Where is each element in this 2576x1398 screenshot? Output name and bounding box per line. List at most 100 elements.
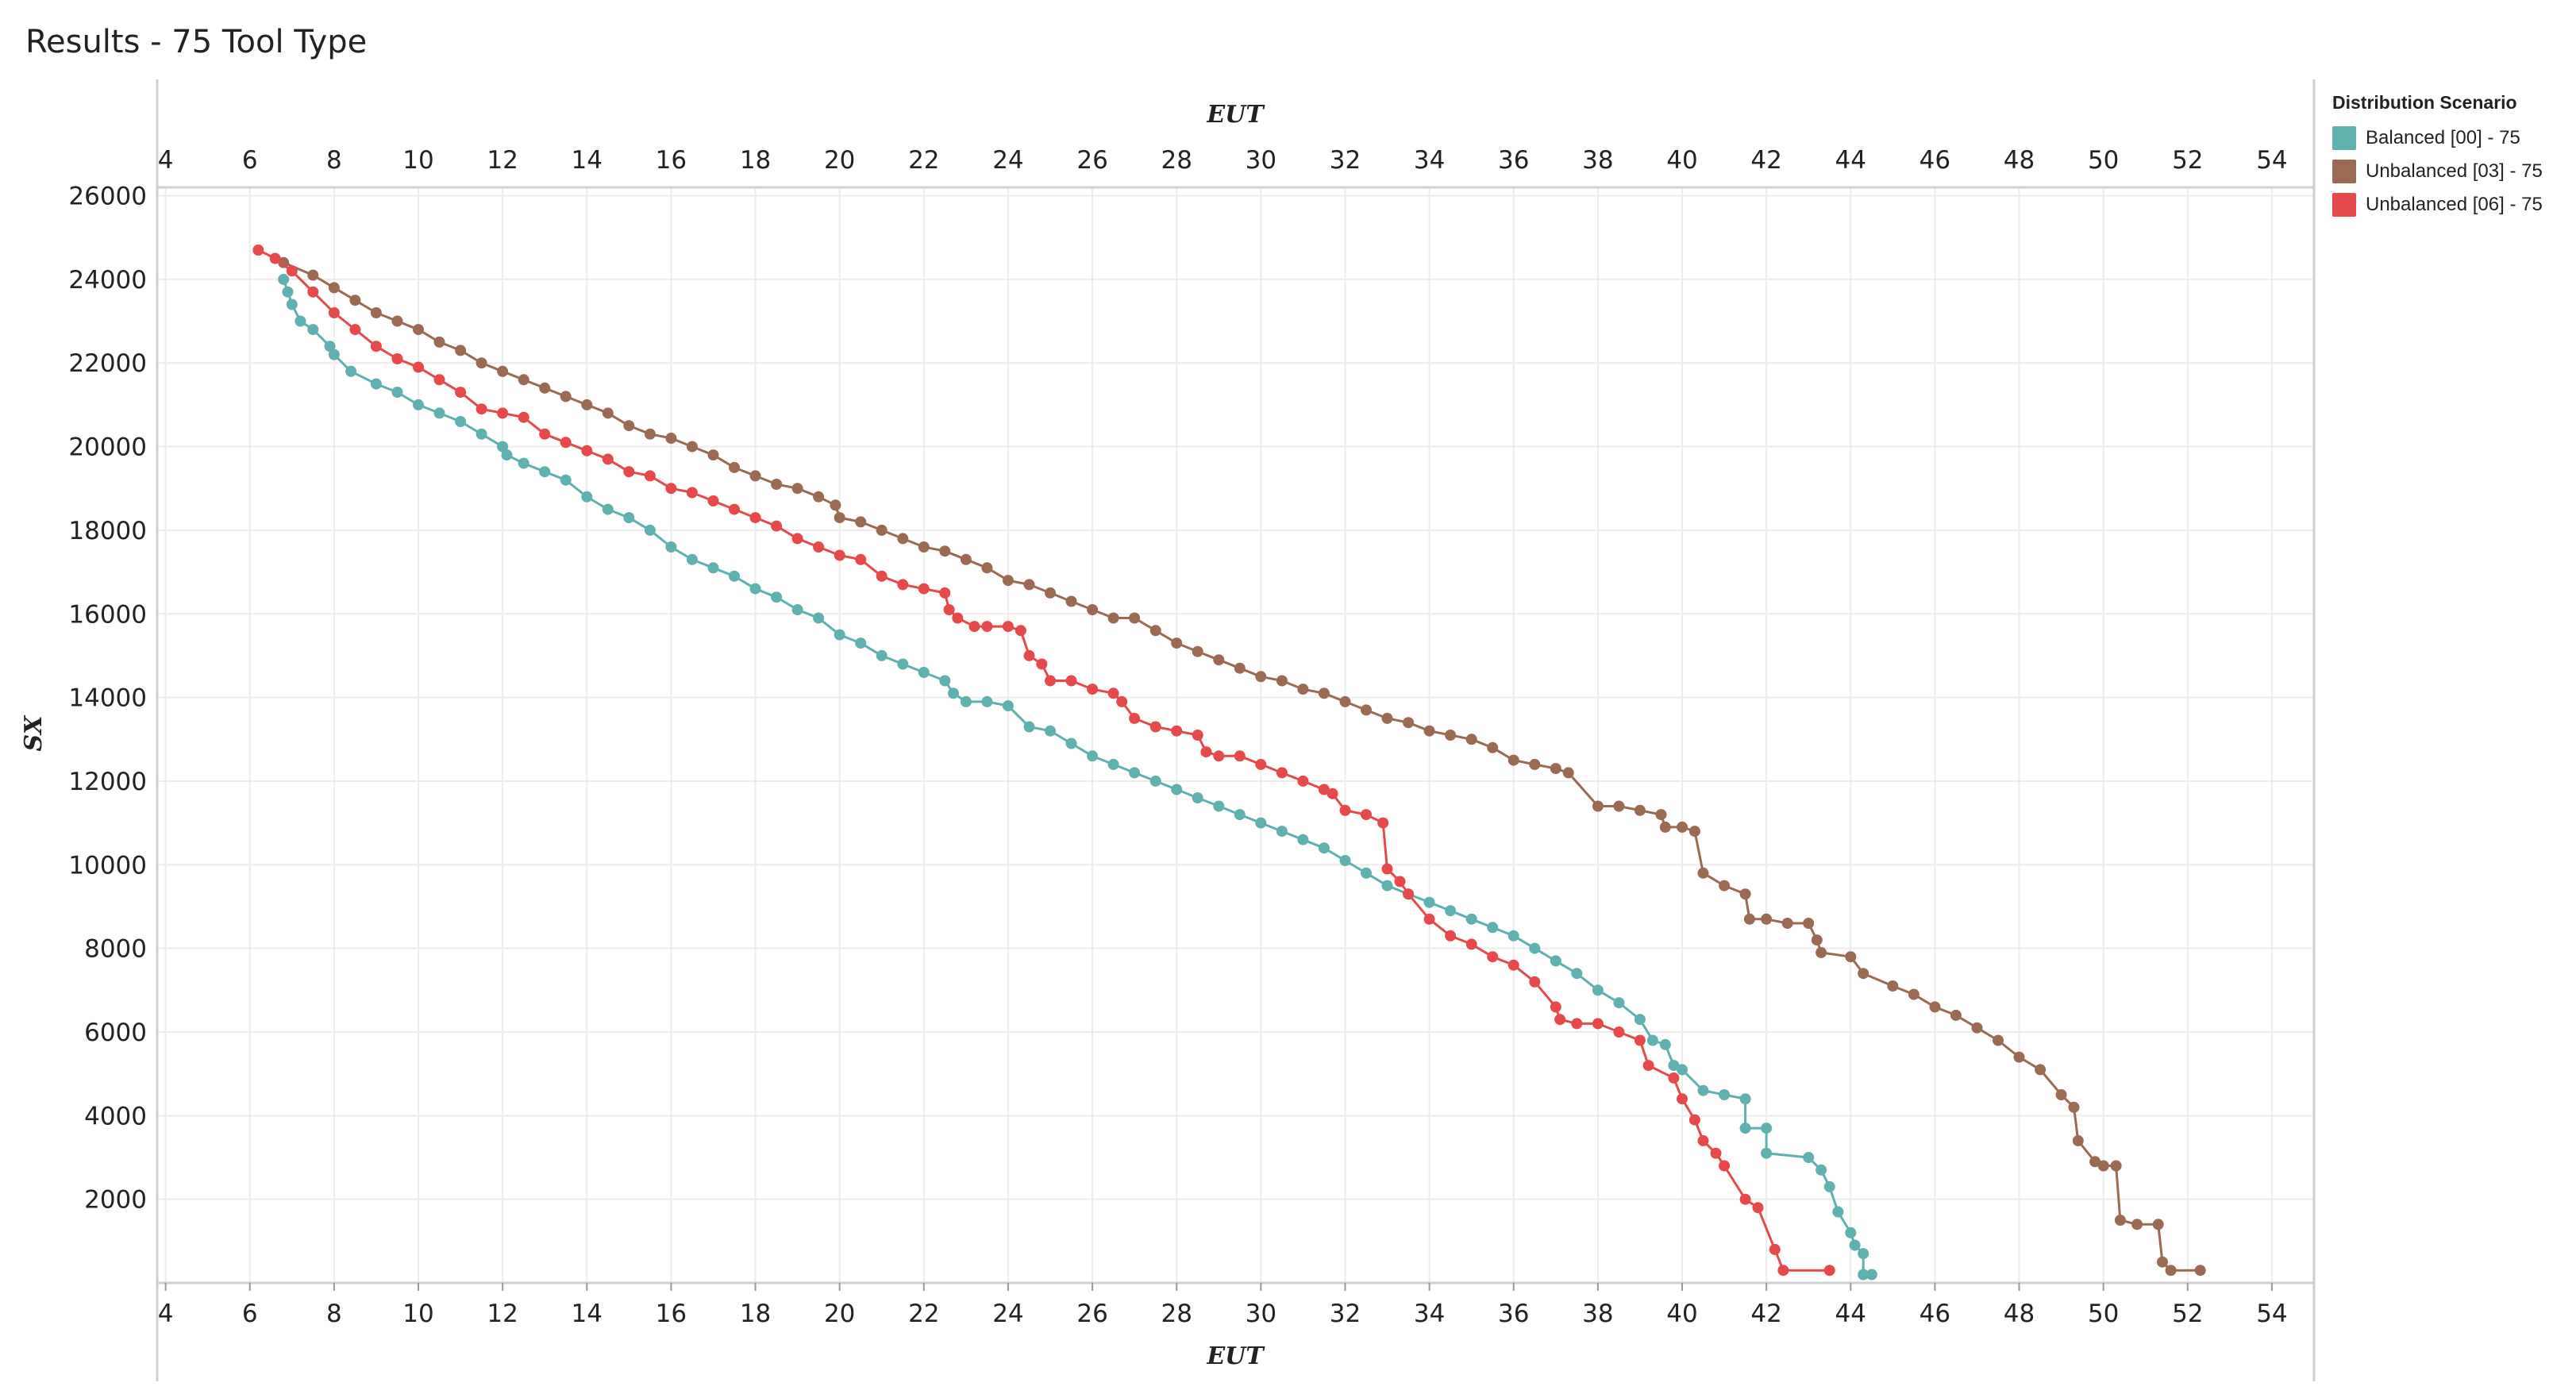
data-point[interactable] bbox=[2114, 1215, 2126, 1226]
data-point[interactable] bbox=[581, 399, 593, 410]
data-point[interactable] bbox=[413, 324, 424, 336]
data-point[interactable] bbox=[1529, 758, 1541, 770]
data-point[interactable] bbox=[1592, 984, 1604, 996]
data-point[interactable] bbox=[1562, 767, 1574, 779]
data-point[interactable] bbox=[1677, 821, 1688, 833]
data-point[interactable] bbox=[455, 345, 467, 356]
data-point[interactable] bbox=[295, 315, 306, 327]
data-point[interactable] bbox=[581, 491, 593, 503]
data-point[interactable] bbox=[1200, 746, 1212, 758]
data-point[interactable] bbox=[834, 512, 845, 524]
data-point[interactable] bbox=[328, 349, 340, 360]
data-point[interactable] bbox=[1381, 880, 1393, 892]
data-point[interactable] bbox=[1634, 1034, 1646, 1046]
data-point[interactable] bbox=[1318, 687, 1330, 699]
data-point[interactable] bbox=[749, 512, 761, 524]
data-point[interactable] bbox=[1171, 784, 1183, 795]
data-point[interactable] bbox=[433, 336, 445, 348]
data-point[interactable] bbox=[1445, 730, 1457, 741]
data-point[interactable] bbox=[518, 411, 529, 423]
data-point[interactable] bbox=[943, 604, 955, 615]
data-point[interactable] bbox=[1213, 654, 1225, 666]
data-point[interactable] bbox=[1655, 809, 1667, 821]
data-point[interactable] bbox=[1361, 867, 1372, 879]
data-point[interactable] bbox=[1087, 604, 1099, 615]
data-point[interactable] bbox=[278, 273, 290, 285]
data-point[interactable] bbox=[1697, 1134, 1709, 1146]
data-point[interactable] bbox=[1381, 712, 1393, 724]
data-point[interactable] bbox=[1361, 704, 1372, 716]
data-point[interactable] bbox=[497, 365, 509, 377]
data-point[interactable] bbox=[1993, 1034, 2004, 1046]
data-point[interactable] bbox=[1394, 876, 1406, 888]
data-point[interactable] bbox=[1297, 684, 1309, 695]
legend-item-unbalanced-03[interactable]: Unbalanced [03] - 75 bbox=[2332, 155, 2543, 188]
data-point[interactable] bbox=[1487, 922, 1499, 934]
data-point[interactable] bbox=[1045, 675, 1056, 687]
data-point[interactable] bbox=[1171, 725, 1183, 737]
data-point[interactable] bbox=[1213, 750, 1225, 762]
data-point[interactable] bbox=[307, 286, 319, 298]
data-point[interactable] bbox=[791, 533, 803, 545]
data-point[interactable] bbox=[791, 604, 803, 615]
data-point[interactable] bbox=[1002, 575, 1014, 587]
data-point[interactable] bbox=[1129, 612, 1141, 624]
data-point[interactable] bbox=[1255, 817, 1267, 829]
data-point[interactable] bbox=[307, 269, 319, 281]
data-point[interactable] bbox=[1550, 1001, 1561, 1013]
data-point[interactable] bbox=[1845, 1227, 1857, 1238]
data-point[interactable] bbox=[602, 407, 614, 419]
data-point[interactable] bbox=[370, 307, 382, 318]
data-point[interactable] bbox=[370, 341, 382, 352]
data-point[interactable] bbox=[1668, 1060, 1680, 1072]
data-point[interactable] bbox=[1002, 621, 1014, 633]
data-point[interactable] bbox=[1908, 988, 1919, 1000]
data-point[interactable] bbox=[1065, 675, 1077, 687]
data-point[interactable] bbox=[1688, 1114, 1700, 1126]
data-point[interactable] bbox=[1036, 658, 1048, 670]
data-point[interactable] bbox=[1823, 1265, 1835, 1277]
data-point[interactable] bbox=[1002, 700, 1014, 712]
data-point[interactable] bbox=[1381, 863, 1393, 875]
data-point[interactable] bbox=[1816, 946, 1827, 958]
data-point[interactable] bbox=[560, 474, 572, 486]
data-point[interactable] bbox=[2035, 1064, 2047, 1076]
data-point[interactable] bbox=[1149, 625, 1161, 637]
data-point[interactable] bbox=[1297, 834, 1309, 845]
data-point[interactable] bbox=[1129, 712, 1141, 724]
data-point[interactable] bbox=[1697, 867, 1709, 879]
data-point[interactable] bbox=[876, 649, 888, 661]
data-point[interactable] bbox=[1659, 1038, 1671, 1050]
data-point[interactable] bbox=[707, 495, 719, 506]
data-point[interactable] bbox=[2131, 1219, 2143, 1230]
data-point[interactable] bbox=[968, 621, 980, 633]
data-point[interactable] bbox=[1761, 913, 1773, 925]
data-point[interactable] bbox=[1507, 754, 1519, 766]
data-point[interactable] bbox=[981, 695, 993, 707]
data-point[interactable] bbox=[307, 324, 319, 336]
data-point[interactable] bbox=[939, 587, 951, 599]
data-point[interactable] bbox=[1403, 717, 1415, 729]
data-point[interactable] bbox=[981, 621, 993, 633]
data-point[interactable] bbox=[686, 487, 698, 499]
data-point[interactable] bbox=[1465, 913, 1477, 925]
data-point[interactable] bbox=[1377, 817, 1389, 829]
data-point[interactable] bbox=[1361, 809, 1372, 821]
data-point[interactable] bbox=[349, 324, 361, 336]
data-point[interactable] bbox=[981, 562, 993, 574]
data-point[interactable] bbox=[876, 524, 888, 536]
data-point[interactable] bbox=[1065, 738, 1077, 749]
data-point[interactable] bbox=[1554, 1014, 1566, 1026]
data-point[interactable] bbox=[1023, 649, 1035, 661]
legend-item-unbalanced-06[interactable]: Unbalanced [06] - 75 bbox=[2332, 188, 2543, 221]
data-point[interactable] bbox=[1255, 671, 1267, 683]
data-point[interactable] bbox=[948, 687, 959, 699]
data-point[interactable] bbox=[1866, 1269, 1877, 1281]
data-point[interactable] bbox=[1845, 951, 1857, 963]
data-point[interactable] bbox=[1423, 913, 1435, 925]
data-point[interactable] bbox=[1710, 1147, 1722, 1159]
data-point[interactable] bbox=[2194, 1265, 2206, 1277]
data-point[interactable] bbox=[1743, 913, 1755, 925]
data-point[interactable] bbox=[1971, 1022, 1983, 1034]
data-point[interactable] bbox=[686, 553, 698, 565]
